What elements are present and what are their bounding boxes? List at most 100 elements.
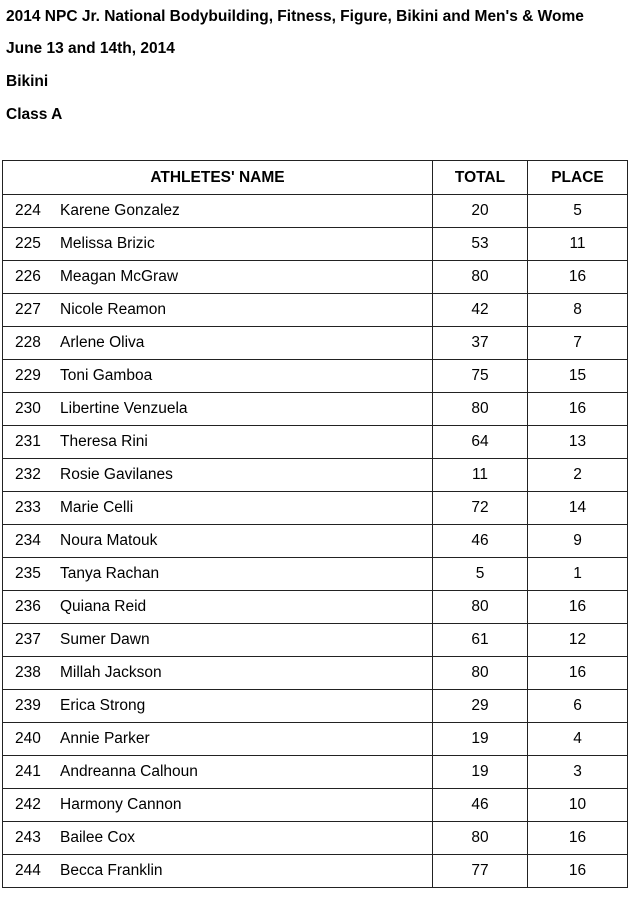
place-cell: 13 — [527, 425, 628, 459]
athlete-number: 232 — [15, 466, 41, 483]
total-cell: 77 — [432, 854, 528, 888]
athlete-number: 235 — [15, 565, 41, 582]
division-label: Bikini — [6, 73, 49, 90]
athlete-number: 240 — [15, 730, 41, 747]
athlete-name: Theresa Rini — [60, 433, 148, 450]
place-cell: 12 — [527, 623, 628, 657]
total-cell: 11 — [432, 458, 528, 492]
athlete-name: Rosie Gavilanes — [60, 466, 173, 483]
total-cell: 64 — [432, 425, 528, 459]
athlete-number: 225 — [15, 235, 41, 252]
place-cell: 3 — [527, 755, 628, 789]
total-cell: 37 — [432, 326, 528, 360]
athlete-cell: 242 Harmony Cannon — [2, 788, 433, 822]
athlete-cell: 238 Millah Jackson — [2, 656, 433, 690]
athlete-number: 244 — [15, 862, 41, 879]
athlete-number: 237 — [15, 631, 41, 648]
athlete-number: 229 — [15, 367, 41, 384]
place-cell: 16 — [527, 821, 628, 855]
table-row: 233 Marie Celli 72 14 — [2, 491, 628, 525]
class-label: Class A — [6, 106, 63, 123]
athlete-cell: 244 Becca Franklin — [2, 854, 433, 888]
athlete-name: Andreanna Calhoun — [60, 763, 198, 780]
athlete-cell: 231 Theresa Rini — [2, 425, 433, 459]
athlete-number: 233 — [15, 499, 41, 516]
table-row: 229 Toni Gamboa 75 15 — [2, 359, 628, 393]
athlete-cell: 228 Arlene Oliva — [2, 326, 433, 360]
total-cell: 19 — [432, 755, 528, 789]
table-row: 239 Erica Strong 29 6 — [2, 689, 628, 723]
athlete-name: Noura Matouk — [60, 532, 158, 549]
table-row: 226 Meagan McGraw 80 16 — [2, 260, 628, 294]
place-cell: 16 — [527, 854, 628, 888]
athlete-cell: 237 Sumer Dawn — [2, 623, 433, 657]
total-cell: 80 — [432, 656, 528, 690]
total-cell: 5 — [432, 557, 528, 591]
place-cell: 16 — [527, 590, 628, 624]
table-row: 231 Theresa Rini 64 13 — [2, 425, 628, 459]
total-cell: 61 — [432, 623, 528, 657]
table-row: 227 Nicole Reamon 42 8 — [2, 293, 628, 327]
place-cell: 16 — [527, 260, 628, 294]
athlete-name: Marie Celli — [60, 499, 134, 516]
athlete-cell: 226 Meagan McGraw — [2, 260, 433, 294]
athlete-cell: 243 Bailee Cox — [2, 821, 433, 855]
table-row: 236 Quiana Reid 80 16 — [2, 590, 628, 624]
total-cell: 80 — [432, 590, 528, 624]
column-header-place: PLACE — [527, 160, 628, 195]
column-header-name: ATHLETES' NAME — [2, 160, 433, 195]
place-cell: 1 — [527, 557, 628, 591]
place-cell: 16 — [527, 656, 628, 690]
table-row: 238 Millah Jackson 80 16 — [2, 656, 628, 690]
athlete-name: Tanya Rachan — [60, 565, 160, 582]
table-row: 232 Rosie Gavilanes 11 2 — [2, 458, 628, 492]
place-cell: 10 — [527, 788, 628, 822]
table-row: 234 Noura Matouk 46 9 — [2, 524, 628, 558]
total-cell: 80 — [432, 821, 528, 855]
athlete-number: 224 — [15, 202, 41, 219]
event-date: June 13 and 14th, 2014 — [6, 40, 175, 57]
table-row: 235 Tanya Rachan 5 1 — [2, 557, 628, 591]
total-cell: 53 — [432, 227, 528, 261]
athlete-name: Arlene Oliva — [60, 334, 145, 351]
table-row: 230 Libertine Venzuela 80 16 — [2, 392, 628, 426]
athlete-cell: 232 Rosie Gavilanes — [2, 458, 433, 492]
place-cell: 2 — [527, 458, 628, 492]
athlete-cell: 230 Libertine Venzuela — [2, 392, 433, 426]
place-cell: 5 — [527, 194, 628, 228]
athlete-cell: 227 Nicole Reamon — [2, 293, 433, 327]
table-header-row: ATHLETES' NAME TOTAL PLACE — [2, 160, 628, 195]
total-cell: 42 — [432, 293, 528, 327]
table-row: 228 Arlene Oliva 37 7 — [2, 326, 628, 360]
athlete-name: Libertine Venzuela — [60, 400, 188, 417]
athlete-name: Melissa Brizic — [60, 235, 155, 252]
table-row: 244 Becca Franklin 77 16 — [2, 854, 628, 888]
table-row: 237 Sumer Dawn 61 12 — [2, 623, 628, 657]
document-title: 2014 NPC Jr. National Bodybuilding, Fitn… — [6, 8, 584, 25]
athlete-number: 241 — [15, 763, 41, 780]
athlete-name: Annie Parker — [60, 730, 150, 747]
athlete-cell: 224 Karene Gonzalez — [2, 194, 433, 228]
athlete-number: 236 — [15, 598, 41, 615]
total-cell: 46 — [432, 788, 528, 822]
total-cell: 46 — [432, 524, 528, 558]
total-cell: 20 — [432, 194, 528, 228]
athlete-cell: 235 Tanya Rachan — [2, 557, 433, 591]
total-cell: 80 — [432, 392, 528, 426]
athlete-cell: 239 Erica Strong — [2, 689, 433, 723]
total-cell: 75 — [432, 359, 528, 393]
place-cell: 8 — [527, 293, 628, 327]
athlete-number: 234 — [15, 532, 41, 549]
results-table: ATHLETES' NAME TOTAL PLACE 224 Karene Gon… — [2, 160, 628, 888]
athlete-cell: 241 Andreanna Calhoun — [2, 755, 433, 789]
athlete-cell: 240 Annie Parker — [2, 722, 433, 756]
athlete-cell: 236 Quiana Reid — [2, 590, 433, 624]
place-cell: 7 — [527, 326, 628, 360]
total-cell: 72 — [432, 491, 528, 525]
place-cell: 4 — [527, 722, 628, 756]
place-cell: 15 — [527, 359, 628, 393]
athlete-number: 227 — [15, 301, 41, 318]
place-cell: 6 — [527, 689, 628, 723]
athlete-name: Millah Jackson — [60, 664, 162, 681]
athlete-cell: 233 Marie Celli — [2, 491, 433, 525]
